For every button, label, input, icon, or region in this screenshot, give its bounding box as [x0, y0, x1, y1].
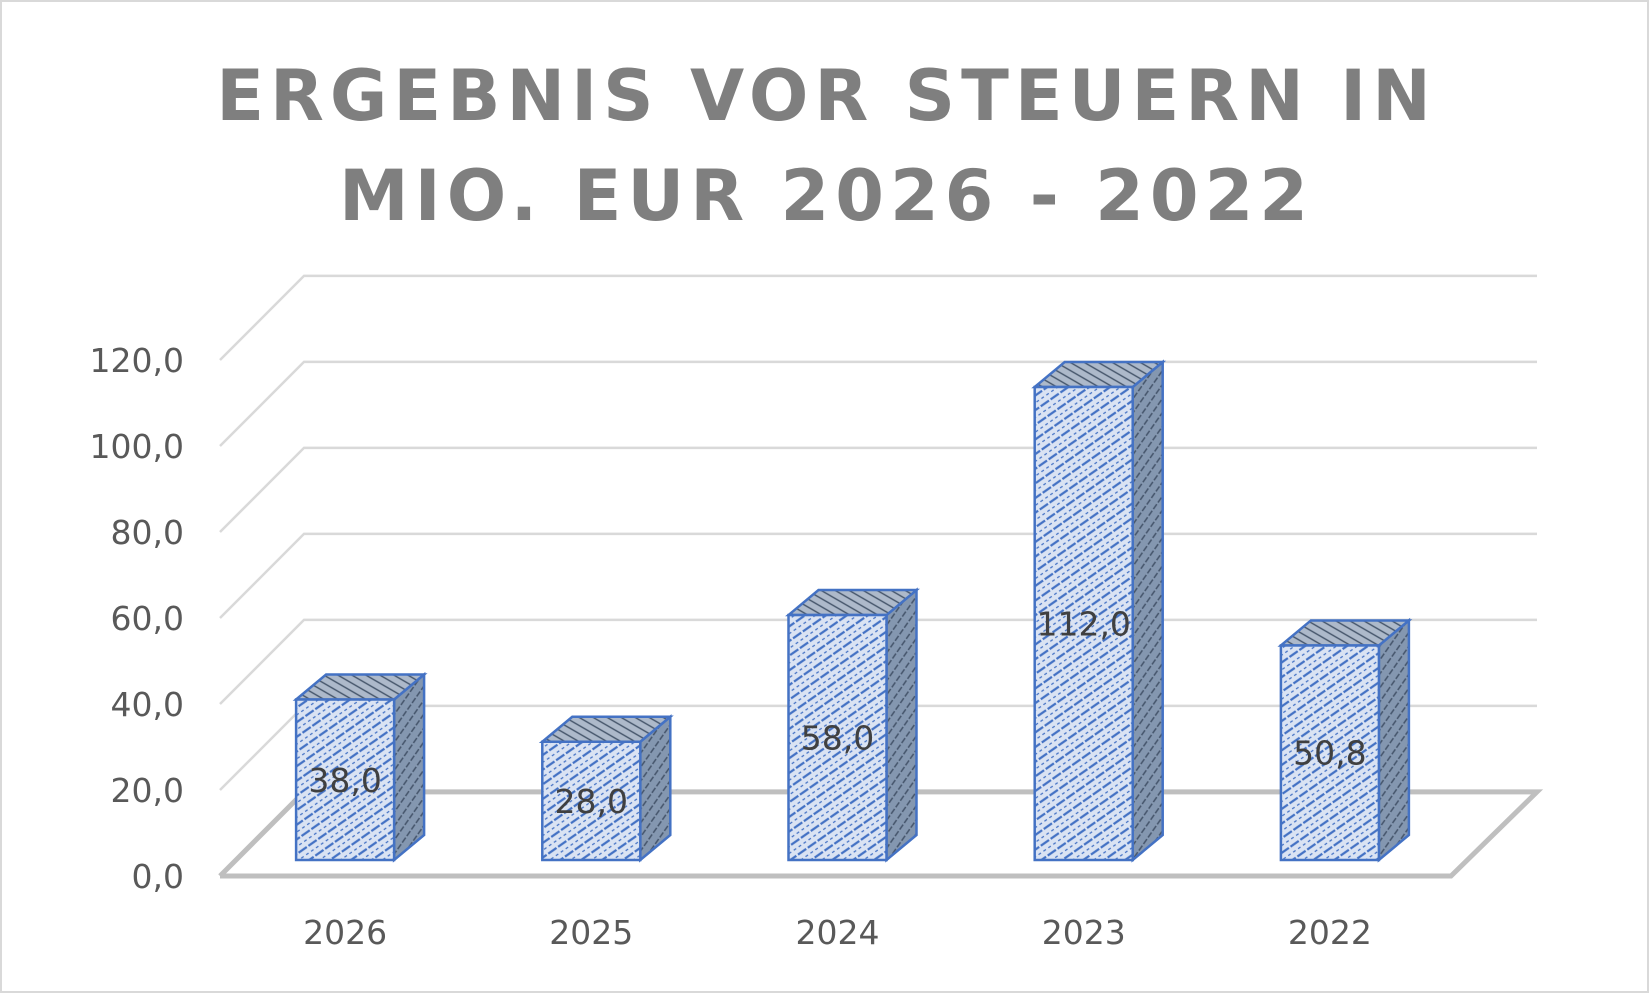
bar: 38,0 [292, 671, 428, 863]
bar: 50,8 [1277, 617, 1413, 863]
bar-front-face [787, 613, 888, 862]
gridline [219, 446, 1537, 533]
floor-outline [218, 789, 1544, 879]
bars: 38,0 28,0 58,0 112,0 50,8 [292, 359, 1413, 863]
chart-title-line-2: MIO. EUR 2026 - 2022 [338, 155, 1314, 237]
y-tick-label: 100,0 [90, 427, 184, 466]
bar: 58,0 [785, 587, 920, 863]
data-label: 28,0 [555, 782, 628, 821]
chart-title: ERGEBNIS VOR STEUERN IN MIO. EUR 2026 - … [2, 46, 1649, 246]
x-tick-label: 2022 [1288, 913, 1372, 952]
gridline [219, 360, 1537, 447]
x-tick-label: 2023 [1042, 913, 1126, 952]
bar-front-face [541, 740, 642, 862]
y-tick-label: 80,0 [111, 513, 184, 552]
y-tick-label: 20,0 [111, 771, 184, 810]
bar-front-face [1033, 385, 1134, 862]
bar-side-face [392, 671, 426, 863]
y-tick-label: 120,0 [90, 341, 184, 380]
chart-floor [218, 789, 1544, 879]
bar-side-face [885, 587, 918, 863]
y-tick-label: 60,0 [111, 599, 184, 638]
gridline [219, 274, 1537, 361]
bar-side-face [1131, 359, 1164, 863]
x-axis-category-labels: 2026 2025 2024 2023 2022 [303, 913, 1372, 952]
bar-front-face [294, 698, 396, 862]
data-label: 112,0 [1036, 605, 1130, 644]
chart-title-line-1: ERGEBNIS VOR STEUERN IN [216, 55, 1437, 137]
y-axis-tick-labels: 0,0 20,0 40,0 60,0 80,0 100,0 120,0 [90, 341, 184, 896]
bar: 28,0 [538, 714, 674, 863]
x-tick-label: 2026 [303, 913, 387, 952]
x-tick-label: 2025 [549, 913, 633, 952]
data-label: 38,0 [308, 761, 381, 800]
y-tick-label: 40,0 [111, 685, 184, 724]
data-label: 58,0 [801, 719, 874, 758]
data-label: 50,8 [1293, 734, 1366, 773]
y-tick-label: 0,0 [132, 857, 184, 896]
bar-side-face [1377, 617, 1411, 863]
bar-front-face [1279, 644, 1381, 862]
x-tick-label: 2024 [796, 913, 880, 952]
bar: 112,0 [1031, 359, 1167, 863]
